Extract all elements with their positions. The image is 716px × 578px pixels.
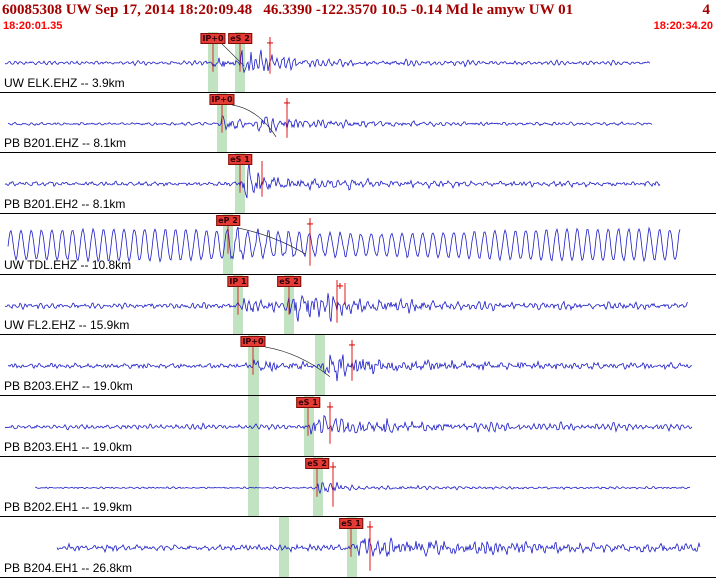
trace-row: eS 2 PB B202.EH1 -- 19.9km [0, 456, 716, 518]
trace-count: 4 [702, 1, 711, 18]
trace-row: IP+0 eS 2 UW ELK.EHZ -- 3.9km [0, 32, 716, 93]
trace-label: PB B203.EHZ -- 19.0km [4, 379, 133, 394]
seismogram-trace [34, 481, 691, 494]
waveform[interactable] [0, 335, 716, 395]
seismogram-trace [4, 49, 651, 74]
pick-uncertainty-band [347, 517, 357, 578]
waveform[interactable] [0, 457, 716, 517]
seismogram-trace [4, 292, 689, 322]
seismogram-trace [7, 226, 681, 263]
pick-flag[interactable]: eS 2 [305, 457, 329, 469]
pick-flag[interactable]: IP 1 [227, 275, 249, 287]
trace-row: IP 1 eS 2 UW FL2.EHZ -- 15.9km [0, 274, 716, 336]
pick-flag[interactable]: eS 1 [339, 518, 363, 530]
pick-uncertainty-band [279, 517, 289, 578]
association-curve [231, 104, 277, 137]
pick-uncertainty-band [248, 456, 259, 517]
trace-label: UW FL2.EHZ -- 15.9km [4, 318, 130, 333]
association-curve [237, 227, 306, 255]
trace-row: IP+0 PB B203.EHZ -- 19.0km [0, 335, 716, 397]
time-axis: 18:20:01.35 18:20:34.20 [0, 19, 716, 32]
pick-flag[interactable]: eS 1 [228, 154, 252, 166]
trace-label: UW ELK.EHZ -- 3.9km [4, 75, 125, 90]
trace-list: IP+0 eS 2 UW ELK.EHZ -- 3.9km IP+0 PB B201.E… [0, 32, 716, 578]
seismogram-trace [56, 538, 701, 558]
seismogram-trace [4, 414, 693, 435]
pick-flag[interactable]: eS 2 [228, 33, 252, 44]
trace-label: PB B203.EH1 -- 19.0km [4, 439, 133, 454]
pick-flag[interactable]: IP+0 [240, 336, 266, 348]
pick-uncertainty-band [248, 396, 259, 456]
start-time-label: 18:20:01.35 [3, 19, 63, 32]
waveform[interactable] [0, 275, 716, 335]
waveform[interactable] [0, 153, 716, 213]
event-summary: 60085308 UW Sep 17, 2014 18:20:09.48 46.… [2, 1, 574, 18]
waveform[interactable] [0, 93, 716, 153]
pick-uncertainty-band [313, 456, 323, 517]
trace-row: eS 1 PB B203.EH1 -- 19.0km [0, 396, 716, 457]
seismogram-trace [4, 163, 661, 199]
pick-flag[interactable]: eS 1 [296, 397, 320, 409]
waveform[interactable] [0, 214, 716, 274]
seismogram-trace [7, 115, 653, 133]
seismogram-trace [7, 354, 693, 382]
pick-flag[interactable]: IP+0 [209, 93, 235, 105]
trace-row: IP+0 PB B201.EHZ -- 8.1km [0, 92, 716, 154]
trace-label: UW TDL.EHZ -- 10.8km [4, 257, 132, 272]
end-time-label: 18:20:34.20 [653, 19, 713, 32]
trace-label: PB B201.EH2 -- 8.1km [4, 197, 126, 212]
pick-uncertainty-band [315, 335, 325, 396]
pick-flag[interactable]: IP+0 [200, 33, 226, 44]
association-curve [264, 346, 331, 378]
trace-label: PB B202.EH1 -- 19.9km [4, 500, 133, 515]
waveform[interactable] [0, 32, 716, 92]
event-header: 60085308 UW Sep 17, 2014 18:20:09.48 46.… [0, 0, 716, 19]
waveform[interactable] [0, 517, 716, 577]
pick-flag[interactable]: eS 2 [277, 275, 301, 287]
trace-row: eS 1 PB B204.EH1 -- 26.8km [0, 517, 716, 578]
trace-row: eP 2 UW TDL.EHZ -- 10.8km [0, 214, 716, 275]
trace-row: eS 1 PB B201.EH2 -- 8.1km [0, 153, 716, 215]
trace-label: PB B201.EHZ -- 8.1km [4, 136, 127, 151]
pick-flag[interactable]: eP 2 [216, 215, 240, 227]
waveform[interactable] [0, 396, 716, 456]
trace-label: PB B204.EH1 -- 26.8km [4, 561, 133, 576]
